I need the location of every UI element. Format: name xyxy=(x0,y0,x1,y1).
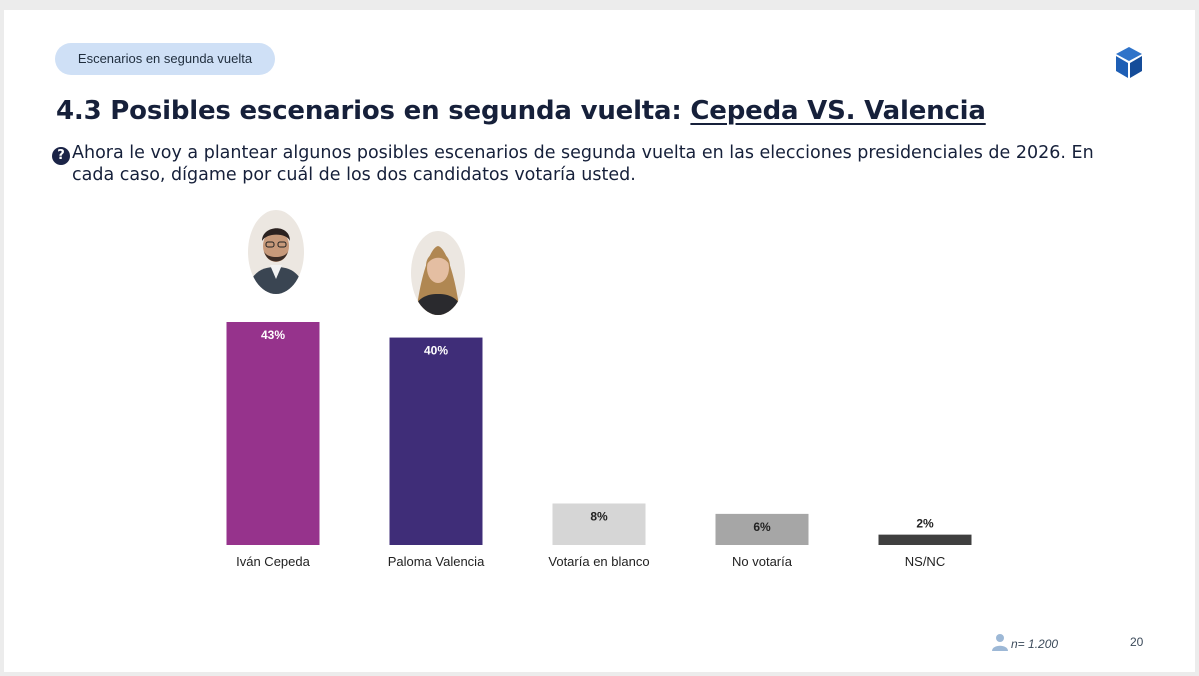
bar-0 xyxy=(226,322,320,545)
bar-value-label: 2% xyxy=(916,517,934,531)
bar-chart: 43% Iván Cepeda 40% Paloma Valencia 8% Votarí… xyxy=(226,322,972,569)
category-label: No votaría xyxy=(732,554,793,569)
category-label: Paloma Valencia xyxy=(388,554,485,569)
cube-logo-icon xyxy=(1116,47,1142,78)
bar-value-label: 8% xyxy=(590,510,608,524)
page-number: 20 xyxy=(1130,635,1144,649)
valencia-photo xyxy=(411,231,465,315)
sample-size: n= 1.200 xyxy=(1011,637,1059,651)
title-prefix: 4.3 Posibles escenarios en segunda vuelt… xyxy=(56,96,691,126)
bar-2 xyxy=(552,503,646,545)
page-title: 4.3 Posibles escenarios en segunda vuelt… xyxy=(56,96,986,126)
section-tag: Escenarios en segunda vuelta xyxy=(55,43,275,75)
question-circle-icon: ? xyxy=(52,147,70,165)
bar-value-label: 6% xyxy=(753,520,771,534)
category-label: NS/NC xyxy=(905,554,945,569)
bar-1 xyxy=(389,337,483,545)
question-text: Ahora le voy a plantear algunos posibles… xyxy=(72,143,1094,185)
cepeda-photo xyxy=(248,210,304,294)
slide: Escenarios en segunda vuelta 4.3 Posible… xyxy=(4,10,1195,672)
bar-value-label: 40% xyxy=(424,344,448,358)
category-label: Iván Cepeda xyxy=(236,554,310,569)
person-icon xyxy=(992,634,1008,651)
title-highlight: Cepeda VS. Valencia xyxy=(690,96,986,126)
bar-value-label: 43% xyxy=(261,328,285,342)
bar-3 xyxy=(715,513,809,545)
category-label: Votaría en blanco xyxy=(548,554,649,569)
bar-4 xyxy=(878,534,972,545)
